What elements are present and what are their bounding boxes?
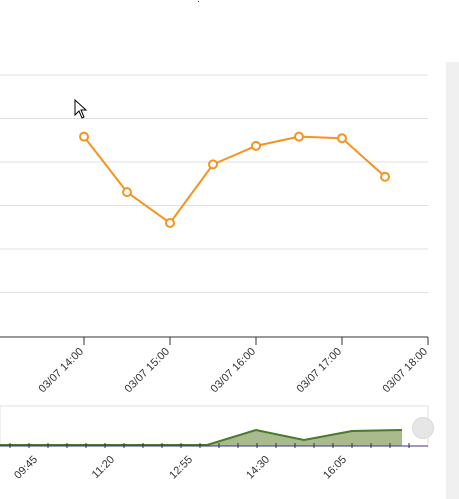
data-point[interactable] bbox=[165, 217, 175, 228]
series-line bbox=[83, 135, 386, 225]
data-point[interactable] bbox=[208, 159, 218, 170]
scrollbar-track[interactable] bbox=[446, 62, 459, 499]
navigator-panel: 09:45 11:20 12:55 14:30 16:05 bbox=[0, 405, 429, 482]
chart-gridlines bbox=[0, 74, 428, 293]
navigator-labels: 09:45 11:20 12:55 14:30 16:05 bbox=[12, 454, 349, 482]
x-axis-ticks bbox=[83, 337, 429, 345]
navigator-label: 09:45 bbox=[12, 454, 40, 482]
mouse-pointer-icon bbox=[74, 99, 88, 119]
x-axis-labels: 03/07 14:00 03/07 15:00 03/07 16:00 03/07 1… bbox=[37, 346, 431, 396]
series-points bbox=[79, 131, 390, 228]
x-tick-label: 03/07 14:00 bbox=[37, 346, 87, 396]
data-point[interactable] bbox=[380, 171, 390, 182]
data-point[interactable] bbox=[337, 133, 347, 144]
navigator-handle[interactable] bbox=[412, 417, 434, 439]
navigator-line bbox=[0, 428, 403, 446]
data-point[interactable] bbox=[294, 131, 304, 142]
navigator-label: 12:55 bbox=[167, 454, 195, 482]
navigator-ticks bbox=[9, 443, 410, 448]
x-tick-label: 03/07 17:00 bbox=[295, 346, 345, 396]
x-tick-label: 03/07 16:00 bbox=[209, 346, 259, 396]
navigator-area bbox=[207, 430, 402, 446]
x-tick-label: 03/07 18:00 bbox=[381, 346, 431, 396]
data-point[interactable] bbox=[122, 187, 132, 198]
series-line-group bbox=[83, 135, 386, 225]
navigator-label: 16:05 bbox=[321, 454, 349, 482]
navigator-label: 14:30 bbox=[244, 454, 272, 482]
data-point[interactable] bbox=[251, 140, 261, 151]
x-tick-label: 03/07 15:00 bbox=[123, 346, 173, 396]
data-point[interactable] bbox=[79, 131, 89, 142]
navigator-label: 11:20 bbox=[90, 454, 117, 481]
artifact-dot bbox=[198, 1, 199, 2]
